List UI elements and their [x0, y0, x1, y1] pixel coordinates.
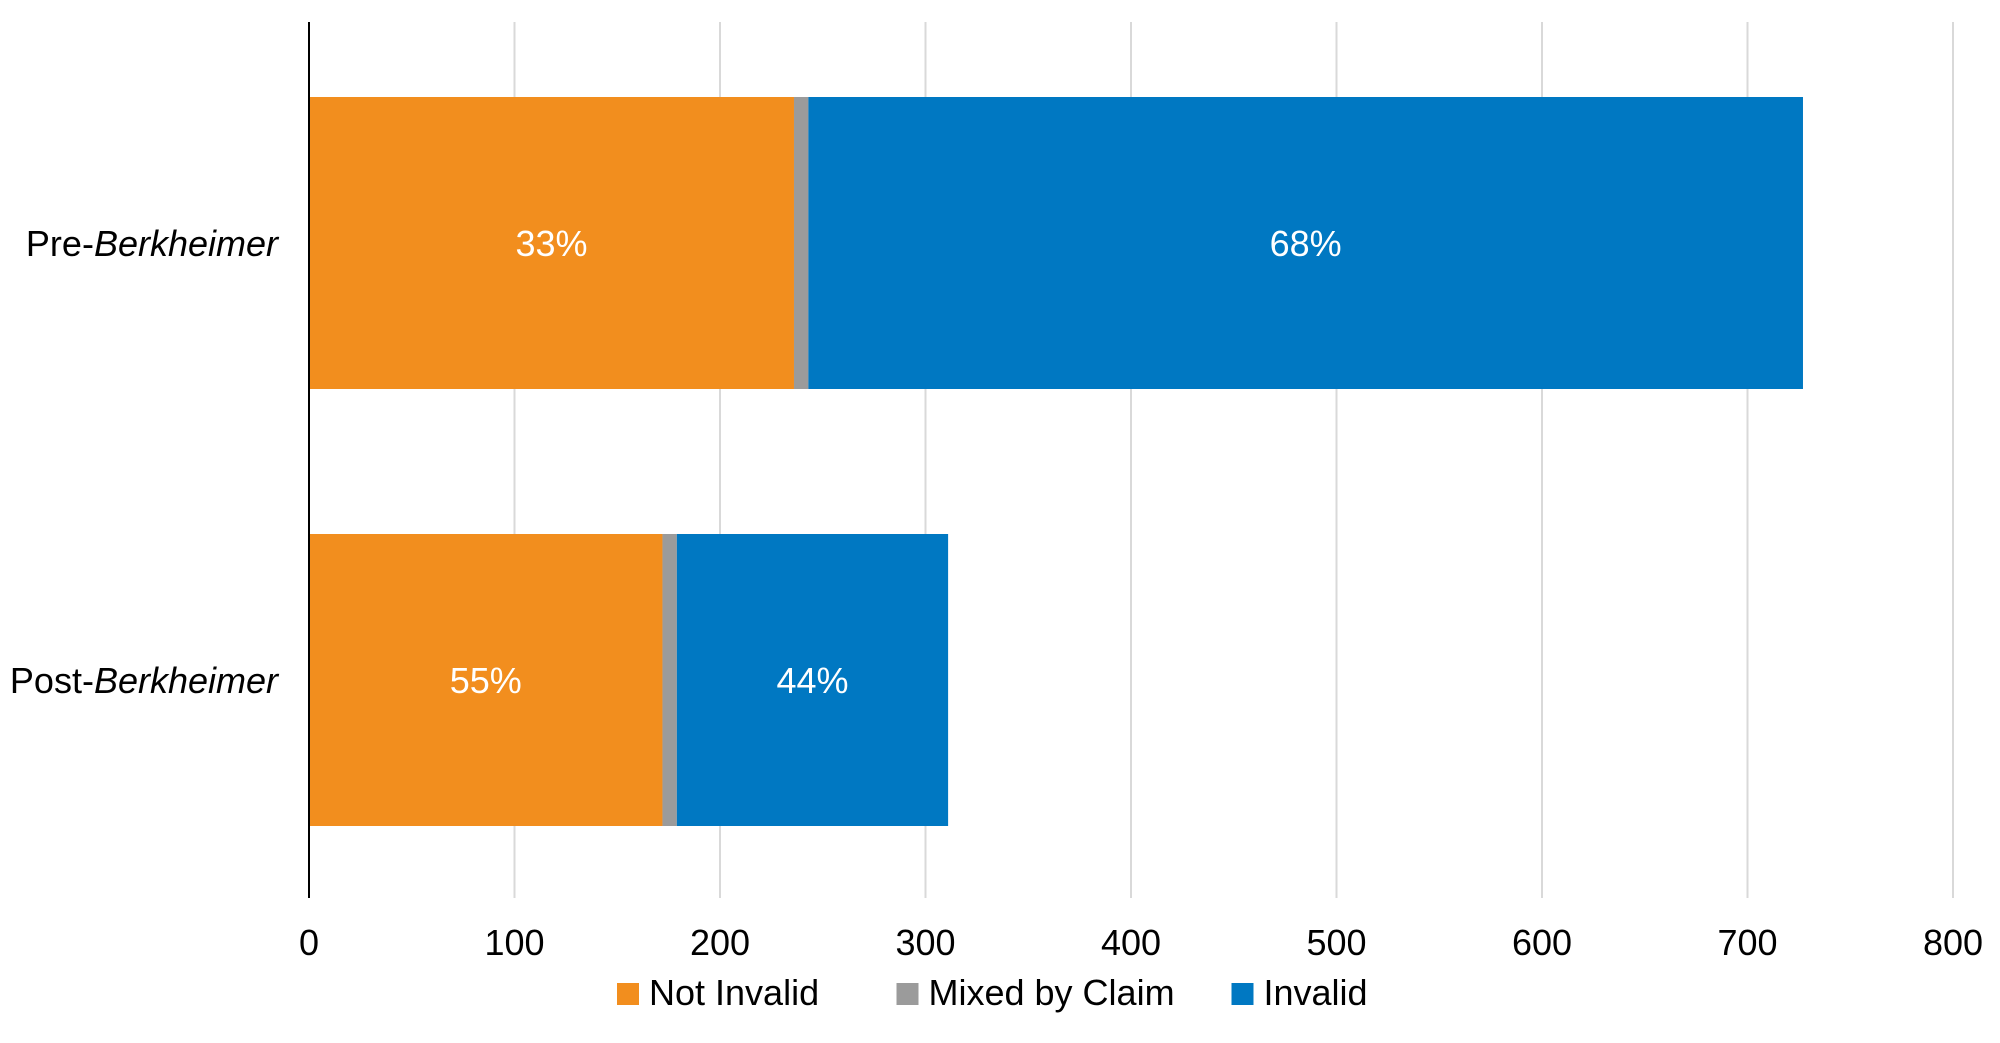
x-tick-label-800: 800	[1923, 922, 1983, 963]
data-label-not-invalid-1: 33%	[515, 223, 587, 264]
legend-label-mixed-by-claim: Mixed by Claim	[929, 972, 1175, 1013]
legend: Not Invalid Mixed by Claim Invalid	[617, 972, 1368, 1013]
data-label-invalid-1: 68%	[1270, 223, 1342, 264]
x-tick-label-200: 200	[690, 922, 750, 963]
x-tick-label-300: 300	[895, 922, 955, 963]
legend-swatch-not-invalid	[617, 983, 639, 1005]
x-tick-label-0: 0	[299, 922, 319, 963]
category-label-emphasis: Berkheimer	[94, 223, 280, 264]
category-label-prefix: Pre-	[26, 223, 94, 264]
x-tick-label-400: 400	[1101, 922, 1161, 963]
category-label-prefix: Post-	[10, 660, 94, 701]
legend-label-not-invalid: Not Invalid	[649, 972, 819, 1013]
legend-label-invalid: Invalid	[1264, 972, 1368, 1013]
x-tick-label-500: 500	[1306, 922, 1366, 963]
bar-mixed-by-claim-2	[662, 534, 676, 826]
bar-mixed-by-claim-1	[794, 97, 808, 389]
category-label-1: Pre-Berkheimer	[26, 223, 280, 264]
data-label-not-invalid-2: 55%	[450, 660, 522, 701]
legend-swatch-invalid	[1232, 983, 1254, 1005]
x-tick-label-600: 600	[1512, 922, 1572, 963]
legend-swatch-mixed-by-claim	[897, 983, 919, 1005]
x-tick-label-700: 700	[1717, 922, 1777, 963]
category-label-2: Post-Berkheimer	[10, 660, 280, 701]
bars: 33% 68% 55% 44%	[309, 97, 1803, 826]
x-tick-label-100: 100	[484, 922, 544, 963]
category-label-emphasis: Berkheimer	[94, 660, 280, 701]
data-label-invalid-2: 44%	[776, 660, 848, 701]
